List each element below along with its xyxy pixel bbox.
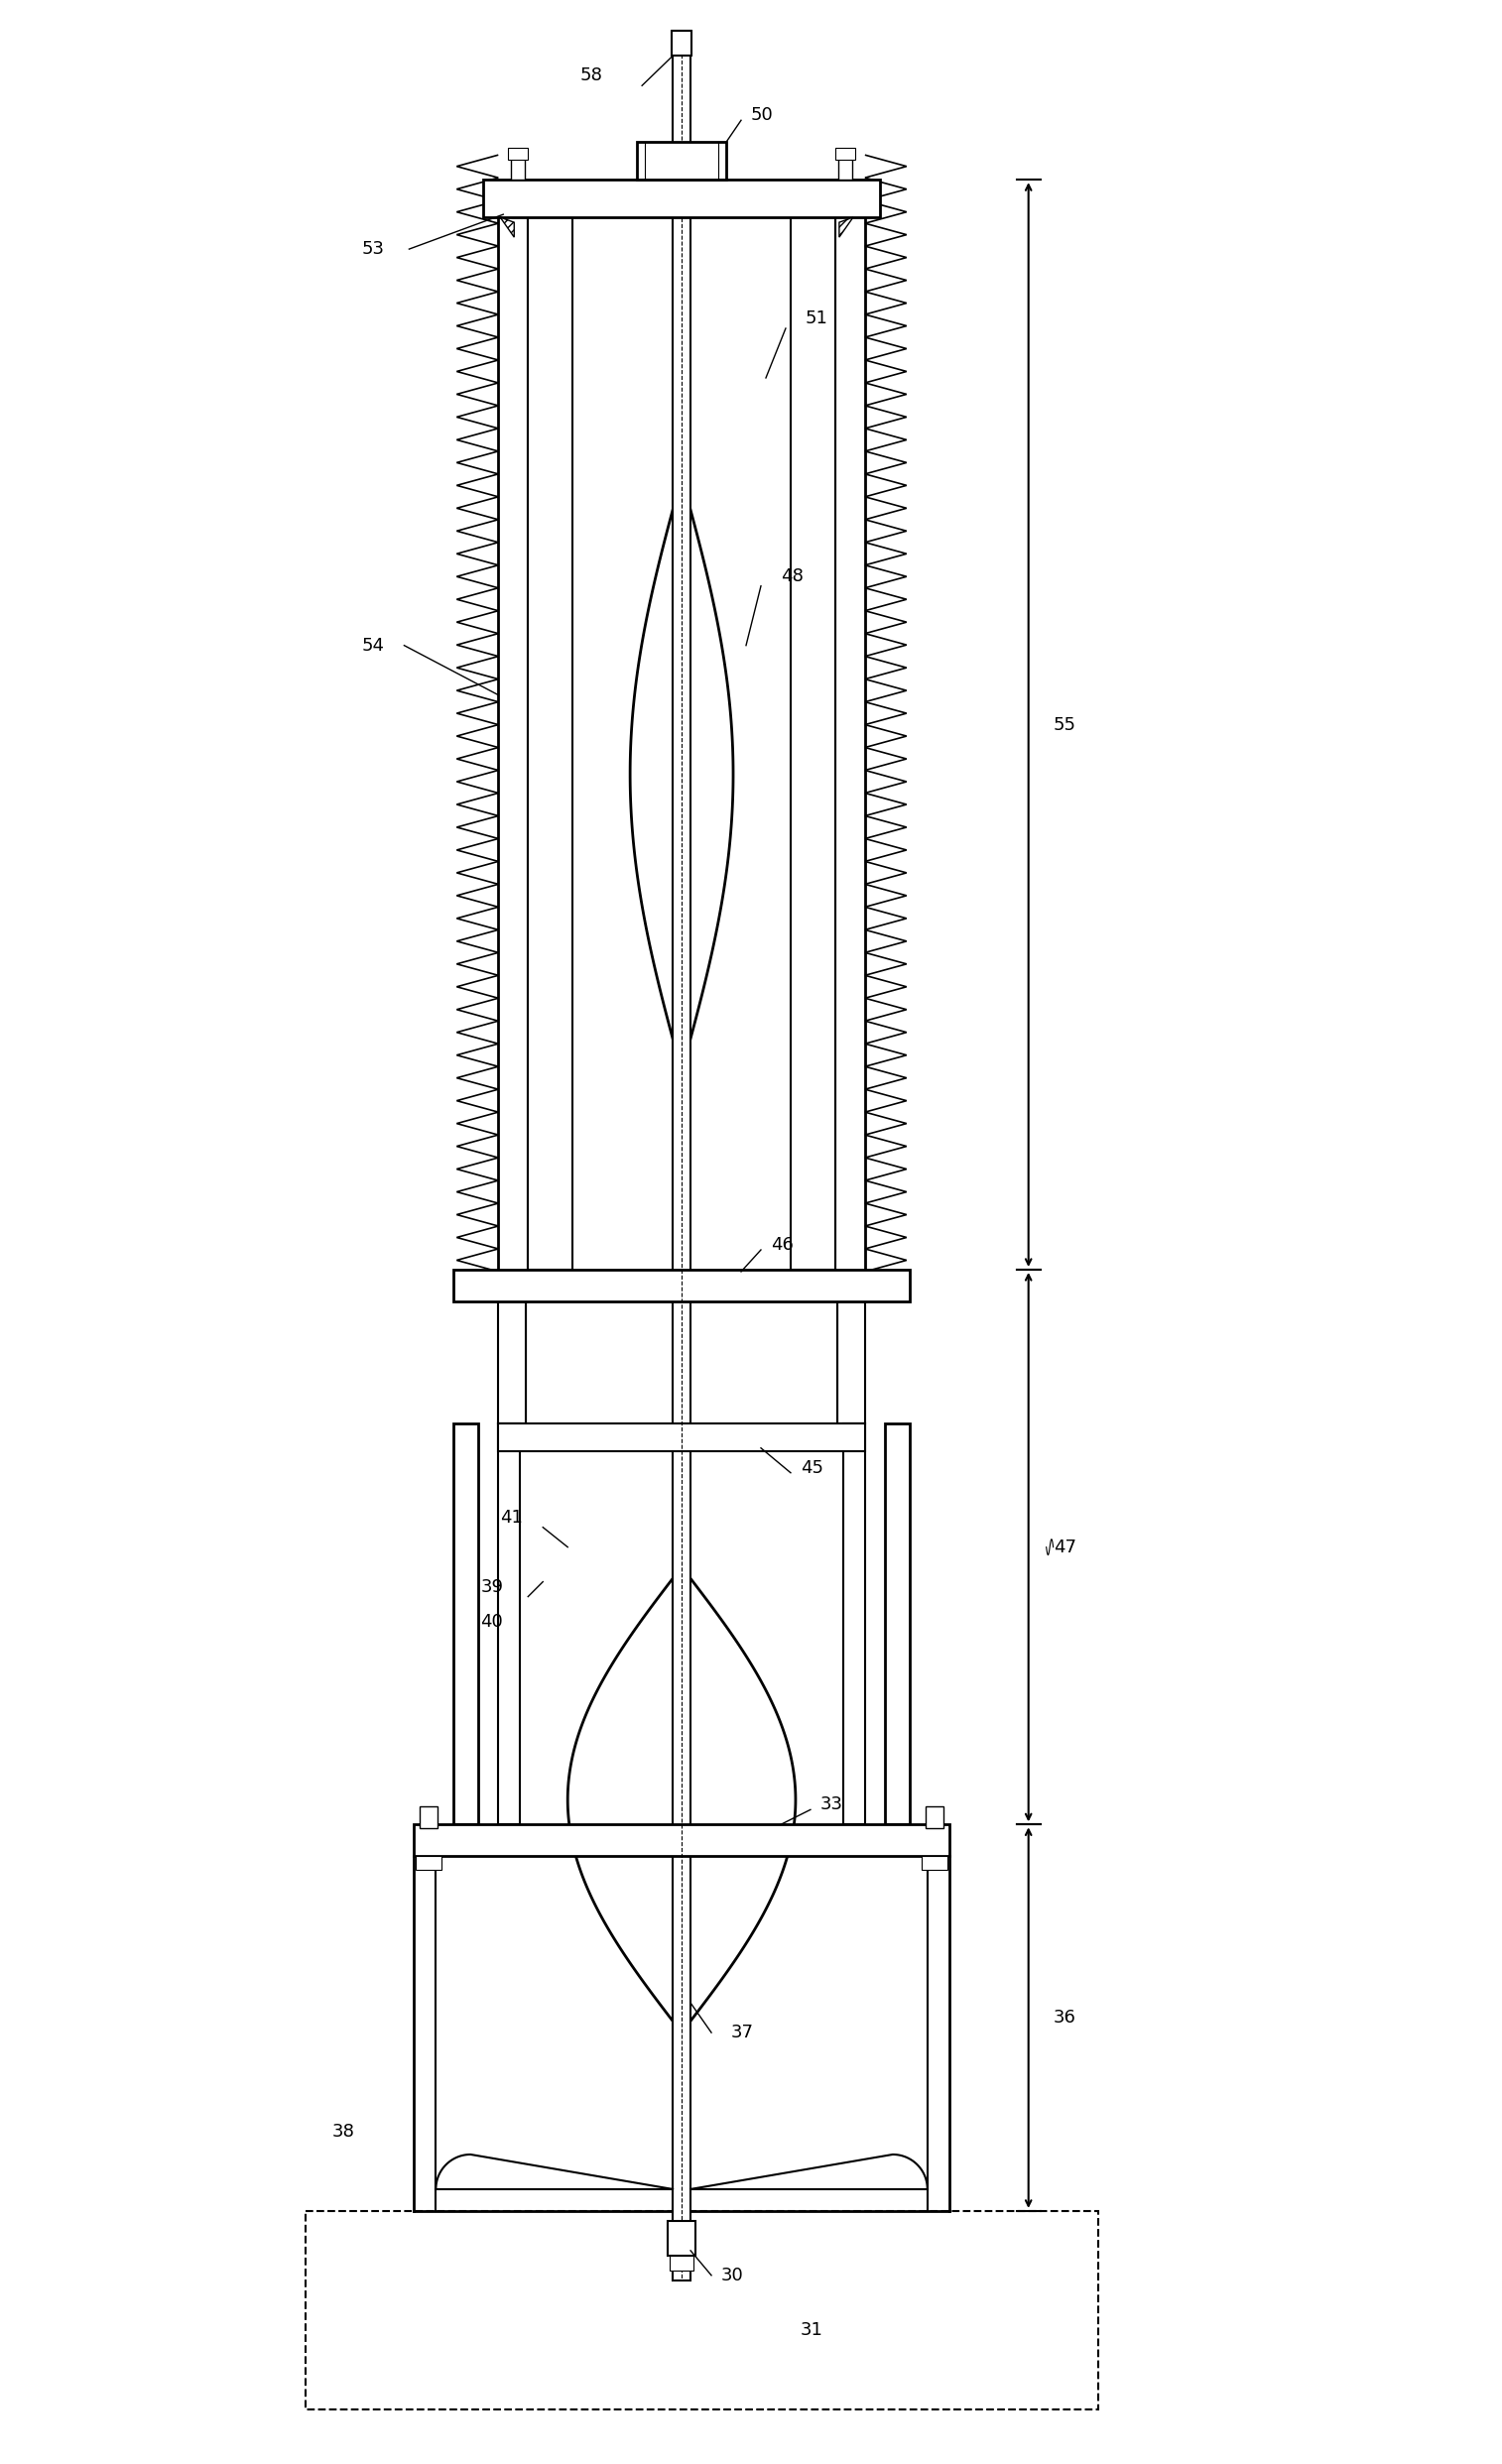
- Bar: [673, 32, 691, 2279]
- Bar: [508, 148, 529, 160]
- Text: 40: 40: [481, 1611, 503, 1631]
- Bar: [885, 1424, 910, 1823]
- Text: 37: 37: [731, 2023, 754, 2043]
- Bar: [843, 1424, 865, 1823]
- Bar: [925, 1806, 943, 1828]
- Text: 36: 36: [1053, 2008, 1075, 2028]
- Bar: [835, 148, 855, 160]
- Bar: [529, 217, 572, 1269]
- Text: 54: 54: [362, 636, 385, 655]
- Text: 46: 46: [771, 1237, 793, 1254]
- Polygon shape: [631, 478, 733, 1072]
- Bar: [790, 217, 835, 1269]
- Bar: [415, 1823, 949, 1855]
- Text: 31: 31: [801, 2321, 823, 2338]
- Text: 45: 45: [801, 1459, 823, 1476]
- Bar: [921, 1855, 948, 1870]
- Polygon shape: [500, 217, 514, 237]
- Bar: [529, 217, 572, 1269]
- Bar: [454, 1424, 479, 1823]
- Bar: [837, 1301, 865, 1424]
- Bar: [484, 180, 880, 217]
- Bar: [499, 1301, 526, 1424]
- Bar: [637, 143, 727, 180]
- Bar: [499, 1424, 865, 1451]
- Bar: [454, 1269, 910, 1301]
- Text: 30: 30: [721, 2267, 743, 2284]
- Bar: [637, 143, 727, 180]
- Text: 38: 38: [332, 2124, 354, 2141]
- Text: 41: 41: [500, 1508, 523, 1525]
- Text: 50: 50: [751, 106, 774, 123]
- Bar: [671, 32, 691, 57]
- Text: 33: 33: [820, 1796, 843, 1814]
- Bar: [484, 180, 880, 217]
- Bar: [454, 1269, 910, 1301]
- Bar: [837, 1301, 865, 1424]
- Text: 58: 58: [580, 67, 602, 84]
- Bar: [421, 1806, 439, 1828]
- Bar: [499, 1424, 520, 1823]
- Text: 53: 53: [362, 239, 385, 259]
- Bar: [511, 158, 526, 180]
- Text: 47: 47: [1053, 1538, 1075, 1555]
- Bar: [416, 1855, 442, 1870]
- Text: 39: 39: [481, 1577, 503, 1597]
- Bar: [499, 1301, 526, 1424]
- Bar: [843, 1424, 865, 1823]
- Text: 55: 55: [1053, 715, 1075, 734]
- Text: 48: 48: [781, 567, 804, 584]
- Bar: [670, 2255, 694, 2269]
- Bar: [668, 2220, 695, 2255]
- Polygon shape: [840, 217, 853, 237]
- Text: 51: 51: [805, 310, 828, 328]
- Bar: [499, 1424, 865, 1451]
- Bar: [885, 1424, 910, 1823]
- Bar: [454, 1424, 479, 1823]
- Bar: [415, 1823, 949, 1855]
- Polygon shape: [568, 1567, 796, 2033]
- Bar: [499, 1424, 520, 1823]
- Bar: [305, 2210, 1098, 2410]
- Bar: [790, 217, 835, 1269]
- Bar: [838, 158, 852, 180]
